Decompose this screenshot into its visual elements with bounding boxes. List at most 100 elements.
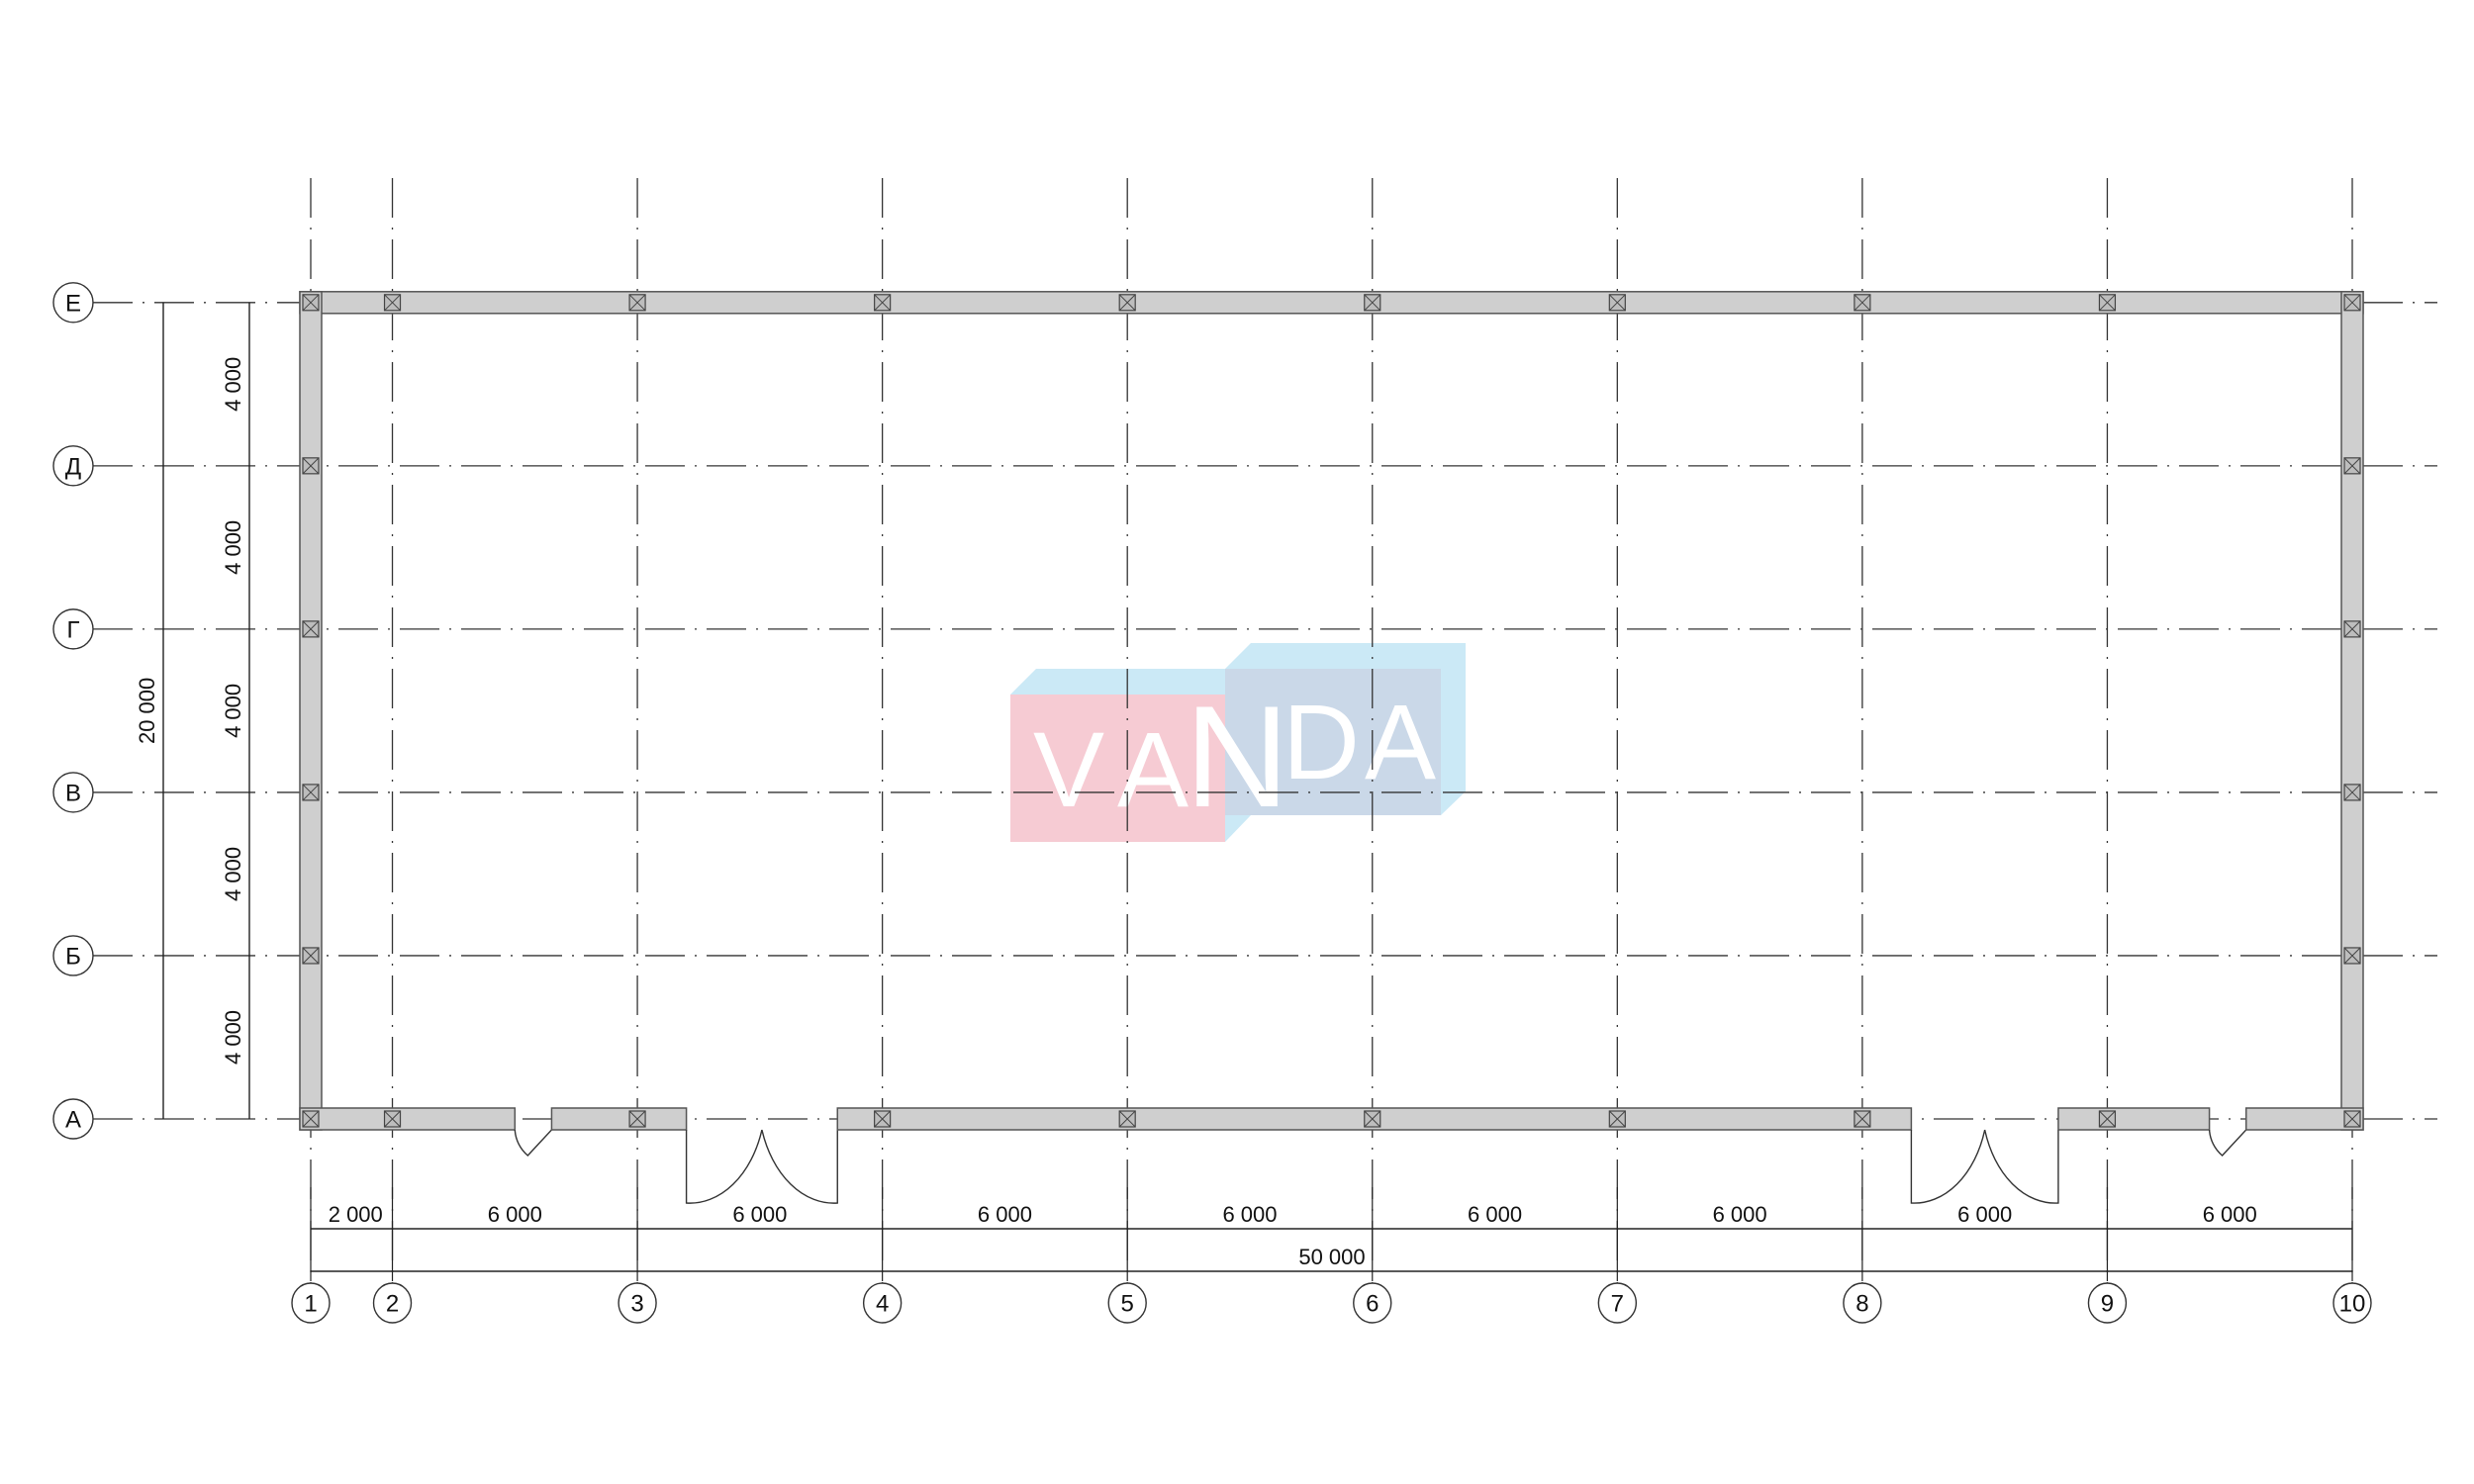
row-axis-label: А [65,1107,81,1134]
single-door-swing [2208,1129,2247,1157]
wall-bottom-segment [550,1107,688,1131]
column-cross [302,457,320,475]
column-cross [2343,947,2361,965]
row-axis-bubble [52,1098,94,1140]
dimension-label: 4 000 [221,1010,245,1065]
column-cross [2343,620,2361,638]
column-axis-bubble [2087,1282,2128,1324]
wall-bottom-segment [2057,1107,2211,1131]
row-axis-bubble [52,772,94,813]
dimension-label: 4 000 [221,357,245,412]
wall-left [299,291,323,1131]
row-axis-label: В [65,780,81,806]
single-door-swing [514,1129,552,1157]
dimension-label: 6 000 [1468,1202,1522,1227]
column-cross [1118,1110,1136,1128]
column-axis-bubble [618,1282,657,1324]
logo-pink-block [1010,695,1225,842]
column-axis-label: 10 [2339,1291,2366,1318]
wall-top [299,291,2364,315]
logo-letter: D [1283,682,1360,801]
row-axis-bubble [52,282,94,324]
dimension-label: 2 000 [329,1202,383,1227]
column-axis-label: 8 [1856,1291,1868,1318]
dimension-label: 6 000 [978,1202,1032,1227]
column-cross [2099,294,2116,312]
column-axis-bubble [1843,1282,1882,1324]
column-cross [1854,294,1871,312]
row-axis-bubble [52,608,94,650]
row-axis-label: Д [65,453,81,480]
walls [299,291,2364,1204]
wall-bottom-segment [2244,1107,2364,1131]
double-door-swing [1983,1129,2059,1204]
column-cross [874,294,891,312]
logo-letter: A [1117,709,1189,829]
row-axis-label: Б [65,943,81,970]
column-cross [628,1110,646,1128]
wall-bottom-segment [299,1107,517,1131]
column-cross [384,294,401,312]
column-axis-bubble [291,1282,331,1324]
dimensions: 2 000 6 000 6 000 6 000 6 000 6 000 6 000 6 000… [135,302,2353,1281]
column-cross [302,294,320,312]
column-cross [874,1110,891,1128]
column-cross [1364,1110,1381,1128]
column-cross [1608,1110,1626,1128]
column-cross [384,1110,401,1128]
column-axis-label: 4 [876,1291,889,1318]
column-cross [302,784,320,801]
double-door-swing [1910,1129,1986,1204]
column-cross [1608,294,1626,312]
column-axis-label: 7 [1611,1291,1624,1318]
column-cross [2343,1110,2361,1128]
column-axis-label: 9 [2101,1291,2114,1318]
column-axis-label: 2 [386,1291,399,1318]
column-cross [628,294,646,312]
dimension-label: 6 000 [1222,1202,1277,1227]
logo-letter: V [1033,709,1104,829]
overall-width-label: 50 000 [1298,1245,1365,1269]
column-axis-label: 5 [1121,1291,1134,1318]
column-axis-bubble [862,1282,903,1324]
dimension-label: 6 000 [488,1202,542,1227]
row-axis-label: Г [67,616,80,643]
dimension-label: 4 000 [221,684,245,738]
column-axis-bubble [1107,1282,1147,1324]
dimension-label: 6 000 [1713,1202,1767,1227]
column-cross [2343,784,2361,801]
column-cross [1854,1110,1871,1128]
column-axis-label: 1 [304,1291,317,1318]
double-door-swing [685,1129,763,1204]
logo-letter: A [1365,682,1436,801]
double-door-swing [761,1129,838,1204]
column-cross [302,947,320,965]
axis-bubbles: 1 2 3 4 5 6 7 8 9 10 А Б В Г Д Е [52,282,2372,1324]
column-cross [2343,294,2361,312]
row-axis-label: Е [65,290,81,317]
row-axis-bubble [52,445,94,487]
column-axis-bubble [2332,1282,2372,1324]
column-axis-label: 6 [1366,1291,1379,1318]
column-axis-bubble [1353,1282,1392,1324]
logo-letter: N [1185,676,1288,837]
column-cross [1118,294,1136,312]
column-cross [2099,1110,2116,1128]
dimension-label: 4 000 [221,520,245,575]
column-cross [1364,294,1381,312]
column-axis-label: 3 [630,1291,643,1318]
dimension-label: 4 000 [221,847,245,901]
column-cross [302,1110,320,1128]
wall-right [2340,291,2364,1131]
column-axis-bubble [1597,1282,1638,1324]
column-cross [302,620,320,638]
row-axis-bubble [52,935,94,976]
column-cross [2343,457,2361,475]
overall-height-label: 20 000 [135,678,159,744]
dimension-label: 6 000 [732,1202,787,1227]
dimension-label: 6 000 [2203,1202,2257,1227]
vanda-watermark-logo: V AND A [1010,643,1466,842]
logo-blue-block [1225,669,1441,815]
column-axis-bubble [372,1282,413,1324]
